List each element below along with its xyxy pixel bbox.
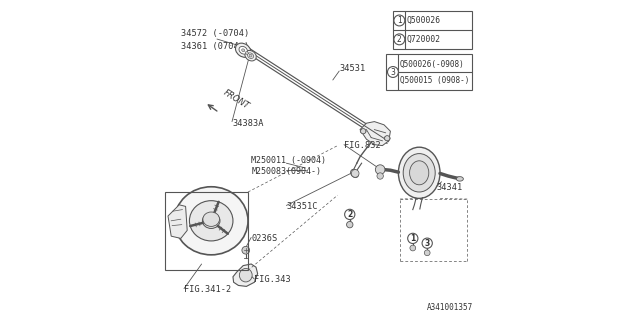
- Text: 34572 (-0704): 34572 (-0704): [181, 29, 249, 38]
- Text: 1: 1: [410, 234, 415, 243]
- Ellipse shape: [239, 46, 248, 54]
- Circle shape: [351, 170, 359, 177]
- Text: 34531: 34531: [339, 64, 365, 73]
- Ellipse shape: [239, 268, 252, 282]
- Ellipse shape: [384, 136, 390, 140]
- Ellipse shape: [202, 213, 220, 228]
- Text: 34351C: 34351C: [287, 202, 318, 211]
- Text: Q500026(-0908): Q500026(-0908): [400, 60, 465, 68]
- Text: FIG.343: FIG.343: [254, 276, 291, 284]
- Ellipse shape: [360, 129, 366, 133]
- Ellipse shape: [189, 201, 233, 241]
- Ellipse shape: [398, 147, 440, 198]
- Ellipse shape: [249, 54, 252, 57]
- Circle shape: [375, 165, 385, 174]
- Ellipse shape: [456, 177, 463, 181]
- Ellipse shape: [245, 52, 248, 54]
- Circle shape: [360, 129, 366, 134]
- Text: 2: 2: [347, 210, 353, 219]
- Text: 34341: 34341: [437, 183, 463, 192]
- Circle shape: [410, 245, 416, 251]
- Text: Q720002: Q720002: [406, 35, 440, 44]
- Text: A341001357: A341001357: [428, 303, 474, 312]
- Text: 34383A: 34383A: [232, 119, 264, 128]
- Circle shape: [388, 67, 398, 77]
- Text: M250083(0904-): M250083(0904-): [251, 167, 321, 176]
- Circle shape: [377, 173, 383, 179]
- Ellipse shape: [351, 169, 358, 178]
- Polygon shape: [233, 264, 258, 286]
- Ellipse shape: [236, 43, 251, 57]
- Circle shape: [424, 250, 430, 256]
- Polygon shape: [360, 122, 390, 146]
- Text: 3: 3: [390, 68, 396, 76]
- Bar: [393, 11, 472, 49]
- Circle shape: [408, 233, 418, 244]
- Circle shape: [385, 136, 390, 141]
- Text: 34361 (0704-): 34361 (0704-): [181, 42, 249, 51]
- Text: M250011 (-0904): M250011 (-0904): [251, 156, 326, 164]
- Circle shape: [344, 209, 355, 220]
- Text: Q500026: Q500026: [406, 16, 440, 25]
- Ellipse shape: [174, 187, 248, 255]
- Circle shape: [422, 238, 433, 248]
- Ellipse shape: [248, 53, 253, 59]
- Ellipse shape: [203, 212, 220, 227]
- Circle shape: [394, 15, 405, 26]
- Text: FIG.832: FIG.832: [344, 141, 381, 150]
- Bar: [165, 192, 248, 270]
- Circle shape: [242, 246, 250, 254]
- Text: 3: 3: [424, 239, 430, 248]
- Circle shape: [394, 34, 405, 45]
- Bar: [385, 54, 472, 90]
- Ellipse shape: [403, 154, 435, 192]
- Text: FIG.341-2: FIG.341-2: [184, 285, 231, 294]
- Circle shape: [347, 221, 353, 228]
- Text: 1: 1: [397, 16, 402, 25]
- Text: 0236S: 0236S: [251, 234, 278, 243]
- Text: Q500015 (0908-): Q500015 (0908-): [400, 76, 469, 84]
- Ellipse shape: [242, 49, 244, 52]
- Polygon shape: [168, 205, 187, 238]
- Text: 2: 2: [397, 35, 402, 44]
- Ellipse shape: [245, 51, 256, 61]
- Text: FRONT: FRONT: [221, 88, 251, 111]
- Ellipse shape: [410, 161, 429, 185]
